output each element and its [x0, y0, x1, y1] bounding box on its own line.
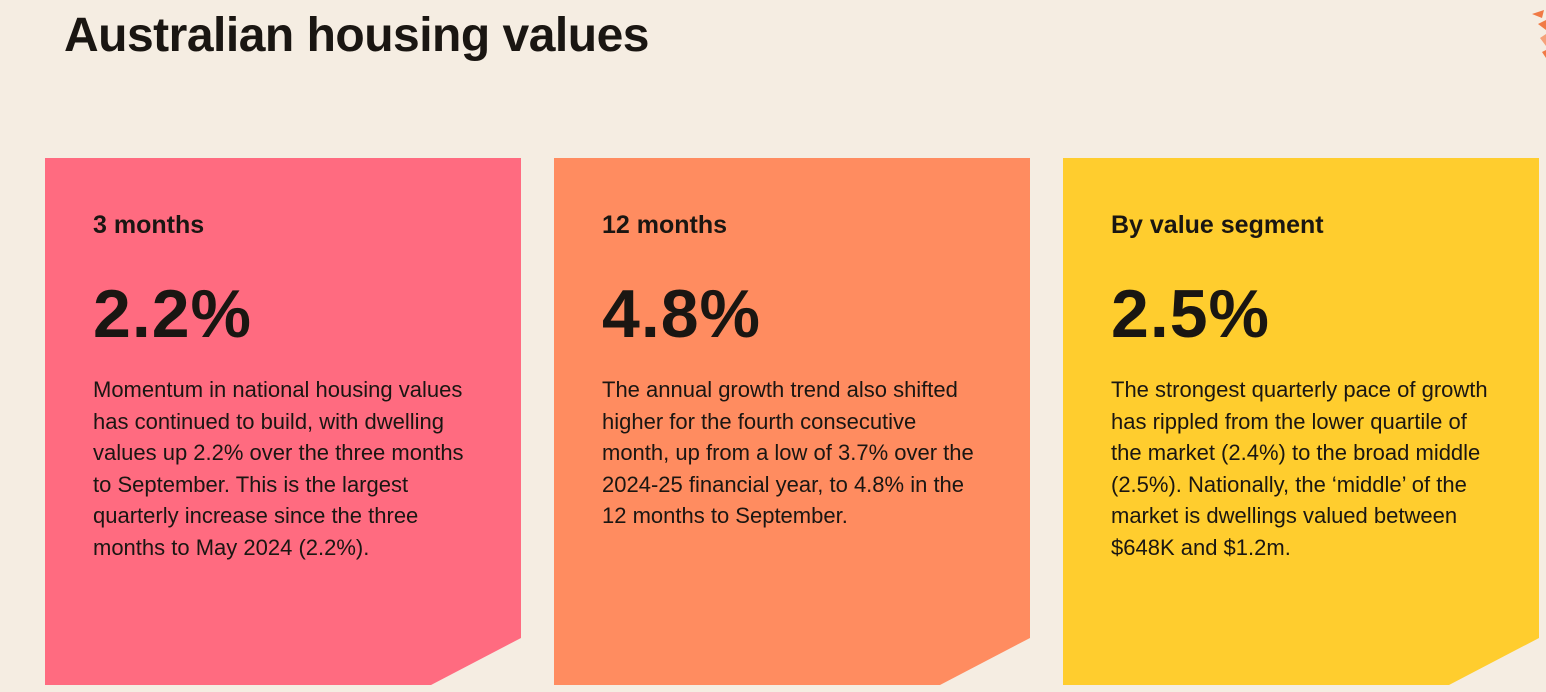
card-value: 2.2%: [93, 276, 252, 352]
card-value: 4.8%: [602, 276, 761, 352]
card-label: 12 months: [602, 211, 728, 239]
card-body: The strongest quarterly pace of growth h…: [1111, 377, 1488, 560]
card-value: 2.5%: [1111, 276, 1270, 352]
decorative-shapes-icon: [1532, 10, 1546, 58]
card-body: The annual growth trend also shifted hig…: [602, 377, 974, 528]
stat-card-12-months: 12 months 4.8% The annual growth trend a…: [554, 158, 1030, 685]
card-label: By value segment: [1111, 211, 1324, 239]
card-body: Momentum in national housing values has …: [93, 377, 464, 560]
page-title: Australian housing values: [64, 9, 649, 62]
card-label: 3 months: [93, 211, 205, 239]
stat-card-3-months: 3 months 2.2% Momentum in national housi…: [45, 158, 521, 685]
stat-card-value-segment: By value segment 2.5% The strongest quar…: [1063, 158, 1539, 685]
